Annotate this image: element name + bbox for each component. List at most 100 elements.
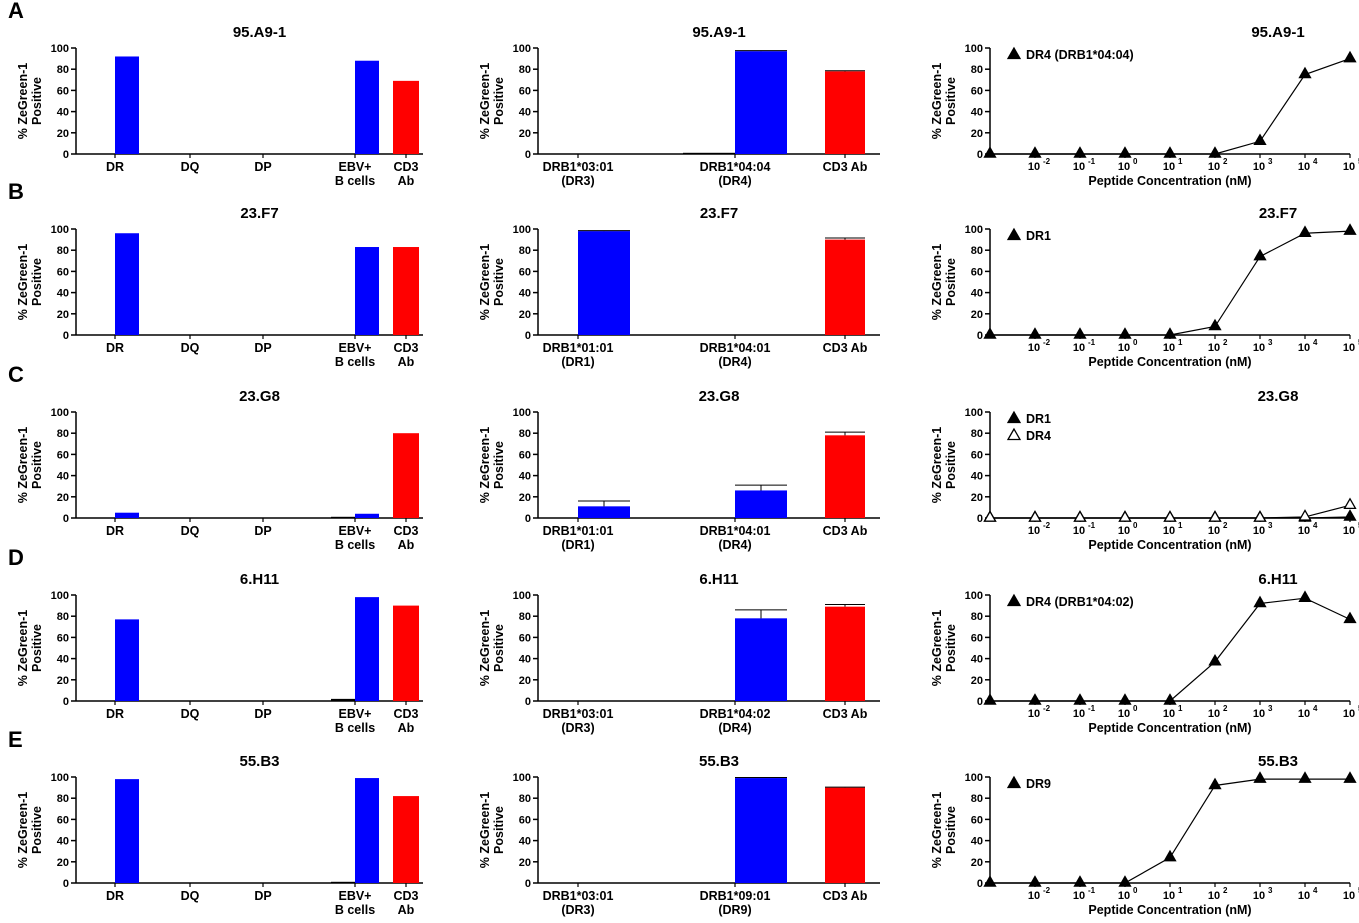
y-axis-label: % ZeGreen-1 Positive bbox=[478, 610, 506, 686]
category-label: DR bbox=[106, 889, 124, 903]
row-letter: B bbox=[8, 179, 24, 204]
x-tick-exponent: -1 bbox=[1088, 704, 1096, 713]
y-tick-label: 60 bbox=[971, 266, 983, 278]
cell-line-bar bbox=[355, 513, 379, 518]
y-tick-label: 40 bbox=[971, 836, 983, 848]
category-label: DRB1*04:01 bbox=[700, 524, 771, 538]
y-axis-label: % ZeGreen-1 Positive bbox=[16, 792, 44, 868]
cd3-ab-bar bbox=[393, 433, 419, 518]
data-point bbox=[1028, 327, 1042, 339]
y-tick-label: 20 bbox=[57, 128, 69, 140]
data-point bbox=[1028, 146, 1042, 158]
y-tick-label: 20 bbox=[57, 857, 69, 869]
y-tick-label: 80 bbox=[519, 245, 531, 257]
data-point bbox=[1298, 590, 1312, 602]
legend-marker-open-triangle bbox=[1006, 427, 1022, 441]
y-tick-label: 60 bbox=[519, 266, 531, 278]
cell-line-bar bbox=[683, 152, 735, 154]
y-tick-label: 0 bbox=[63, 149, 69, 161]
category-label: Ab bbox=[398, 903, 415, 917]
data-point bbox=[1163, 693, 1177, 705]
y-tick-label: 20 bbox=[971, 128, 983, 140]
x-tick-exponent: 3 bbox=[1268, 704, 1273, 713]
x-tick-exponent: 1 bbox=[1178, 521, 1183, 530]
legend-label: DR4 bbox=[1026, 429, 1051, 443]
category-label: DQ bbox=[181, 889, 200, 903]
panel-title: 95.A9-1 bbox=[233, 24, 286, 41]
x-tick-exponent: -2 bbox=[1043, 704, 1051, 713]
category-label: EBV+ bbox=[338, 889, 371, 903]
x-tick-label: 10 bbox=[1073, 890, 1085, 902]
bar-panel-e-1: 55.B3 0 20 40 60 80 100 % ZeGreen-1 Positive DR DQ… bbox=[16, 753, 423, 917]
x-tick-exponent: 0 bbox=[1133, 704, 1138, 713]
y-tick-label: 60 bbox=[57, 449, 69, 461]
y-tick-label: 80 bbox=[971, 428, 983, 440]
y-tick-label: 0 bbox=[63, 878, 69, 890]
data-point bbox=[1073, 875, 1087, 887]
data-point bbox=[983, 146, 997, 158]
y-tick-label: 40 bbox=[57, 288, 69, 300]
y-tick-label: 80 bbox=[971, 64, 983, 76]
row-letter: E bbox=[8, 727, 23, 752]
x-tick-exponent: 0 bbox=[1133, 521, 1138, 530]
x-tick-label: 10 bbox=[1298, 161, 1310, 173]
category-label: (DR4) bbox=[718, 538, 751, 552]
category-label: CD3 bbox=[393, 524, 418, 538]
x-tick-label: 10 bbox=[1073, 342, 1085, 354]
y-tick-label: 20 bbox=[57, 309, 69, 321]
data-point bbox=[1073, 510, 1087, 522]
y-tick-label: 40 bbox=[971, 288, 983, 300]
y-axis-label-line1: % ZeGreen-1 bbox=[930, 610, 944, 686]
x-tick-exponent: 0 bbox=[1133, 886, 1138, 895]
category-label: EBV+ bbox=[338, 160, 371, 174]
x-tick-label: 10 bbox=[1163, 708, 1175, 720]
cell-line-bar bbox=[115, 779, 139, 883]
bar-panel-a-2: 95.A9-1 0 20 40 60 80 100 % ZeGreen-1 Positive DR… bbox=[478, 24, 880, 188]
data-point bbox=[1118, 875, 1132, 887]
y-tick-label: 60 bbox=[57, 632, 69, 644]
cd3-ab-bar bbox=[825, 606, 865, 701]
x-tick-label: 10 bbox=[1298, 525, 1310, 537]
category-label: DRB1*04:02 bbox=[700, 707, 771, 721]
y-tick-label: 100 bbox=[51, 590, 69, 602]
y-axis-label-line2: Positive bbox=[944, 806, 958, 854]
data-point bbox=[1343, 50, 1357, 63]
data-point bbox=[1028, 875, 1042, 887]
category-label: DQ bbox=[181, 160, 200, 174]
y-tick-label: 40 bbox=[519, 654, 531, 666]
y-tick-label: 0 bbox=[977, 878, 983, 890]
y-tick-label: 100 bbox=[513, 43, 531, 55]
y-axis-label: % ZeGreen-1 Positive bbox=[478, 427, 506, 503]
y-tick-label: 0 bbox=[525, 696, 531, 708]
x-tick-label: 10 bbox=[1343, 342, 1355, 354]
y-tick-label: 0 bbox=[525, 330, 531, 342]
y-tick-label: 0 bbox=[977, 149, 983, 161]
y-tick-label: 60 bbox=[519, 449, 531, 461]
x-tick-label: 10 bbox=[1253, 890, 1265, 902]
y-axis-label-line2: Positive bbox=[492, 258, 506, 306]
category-label: DP bbox=[254, 889, 271, 903]
data-point bbox=[1298, 771, 1312, 783]
x-tick-label: 10 bbox=[1208, 525, 1220, 537]
data-point bbox=[1163, 510, 1177, 522]
panel-title: 55.B3 bbox=[699, 753, 739, 770]
y-axis-label: % ZeGreen-1 Positive bbox=[16, 63, 44, 139]
cell-line-bar bbox=[355, 247, 379, 335]
bar-panel-d-1: 6.H11 0 20 40 60 80 100 % ZeGreen-1 Positive DR DQ… bbox=[16, 571, 423, 735]
x-tick-exponent: 4 bbox=[1313, 157, 1318, 166]
category-label: DRB1*04:04 bbox=[700, 160, 771, 174]
panel-title: 23.F7 bbox=[1259, 205, 1297, 222]
category-label: CD3 Ab bbox=[823, 524, 868, 538]
x-tick-label: 10 bbox=[1028, 525, 1040, 537]
y-tick-label: 20 bbox=[519, 128, 531, 140]
category-label: B cells bbox=[335, 355, 375, 369]
y-axis-label: % ZeGreen-1 Positive bbox=[930, 63, 958, 139]
y-tick-label: 60 bbox=[971, 632, 983, 644]
category-label: (DR4) bbox=[718, 721, 751, 735]
x-tick-label: 10 bbox=[1028, 342, 1040, 354]
x-tick-exponent: 4 bbox=[1313, 521, 1318, 530]
data-point bbox=[1118, 146, 1132, 158]
x-tick-exponent: 2 bbox=[1223, 157, 1228, 166]
